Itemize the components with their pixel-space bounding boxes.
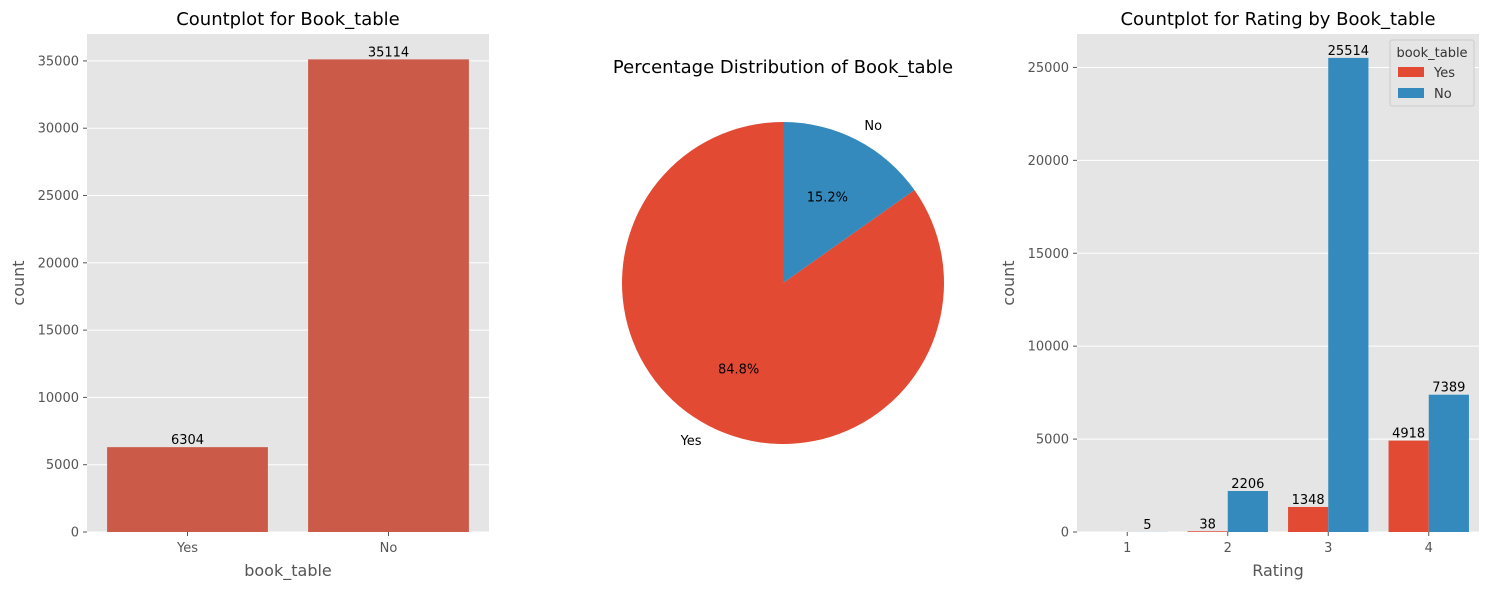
y-tick-label: 15000: [38, 324, 79, 339]
x-tick-label: 4: [1425, 541, 1433, 556]
legend-swatch-yes: [1398, 67, 1424, 77]
chart-title: Countplot for Book_table: [176, 9, 400, 30]
bar-yes-rating-4: [1388, 440, 1429, 532]
data-labels: 5 38 2206 1348 25514 4918 7389: [1143, 44, 1465, 533]
y-tick-label: 5000: [46, 458, 79, 473]
y-axis-label: count: [9, 260, 28, 305]
slice-label: Yes: [680, 434, 702, 449]
data-label: 7389: [1432, 381, 1465, 396]
data-label: 35114: [368, 45, 409, 60]
bar-chart-book-table: 0 5000 10000 15000 20000 25000 30000 35000 Yes N…: [9, 9, 489, 581]
data-label: 4918: [1392, 427, 1425, 442]
bars: [107, 59, 469, 532]
data-label: 1348: [1292, 493, 1325, 508]
grouped-bar-chart-rating: 0 5000 10000 15000 20000 25000 1 2 3 4 5 38 2206 13…: [999, 9, 1479, 580]
y-axis-label: count: [999, 260, 1018, 305]
x-ticks: 1 2 3 4: [1123, 532, 1433, 556]
y-tick-label: 5000: [1036, 433, 1069, 448]
bar-no-rating-3: [1328, 57, 1369, 532]
chart-title: Countplot for Rating by Book_table: [1120, 9, 1435, 30]
bar-no: [308, 59, 469, 532]
y-ticks: 0 5000 10000 15000 20000 25000 30000 35000: [38, 54, 87, 541]
slice-labels: Yes 84.8% No 15.2%: [680, 119, 883, 449]
y-tick-label: 20000: [38, 256, 79, 271]
legend-label-yes: Yes: [1433, 66, 1455, 81]
x-tick-label: No: [380, 541, 398, 556]
bar-yes: [107, 447, 268, 532]
data-label: 2206: [1231, 477, 1264, 492]
slice-label: No: [864, 119, 882, 134]
bars: [1127, 57, 1469, 532]
x-ticks: Yes No: [176, 532, 397, 556]
y-ticks: 0 5000 10000 15000 20000 25000: [1028, 61, 1077, 541]
y-tick-label: 20000: [1028, 154, 1069, 169]
slice-yes: [621, 122, 944, 444]
data-label: 25514: [1328, 44, 1369, 59]
x-axis-label: Rating: [1252, 561, 1304, 580]
y-tick-label: 10000: [38, 391, 79, 406]
chart-title: Percentage Distribution of Book_table: [613, 57, 953, 78]
grid: [1077, 66, 1479, 533]
bar-no-rating-4: [1428, 394, 1469, 532]
legend-title: book_table: [1396, 46, 1467, 61]
data-label: 5: [1143, 518, 1151, 533]
y-tick-label: 25000: [1028, 61, 1069, 76]
bar-yes-rating-2: [1187, 531, 1228, 532]
y-tick-label: 0: [1061, 526, 1069, 541]
data-label: 38: [1199, 517, 1216, 532]
y-tick-label: 30000: [38, 122, 79, 137]
slice-pct-label: 15.2%: [807, 191, 848, 206]
slices: [621, 122, 944, 444]
x-tick-label: 1: [1123, 541, 1131, 556]
y-tick-label: 15000: [1028, 247, 1069, 262]
legend: book_table Yes No: [1389, 39, 1475, 107]
data-labels: 6304 35114: [171, 45, 409, 448]
x-axis-label: book_table: [244, 561, 332, 581]
pie-chart-book-table: Yes 84.8% No 15.2% Percentage Distribution …: [613, 57, 953, 449]
y-tick-label: 25000: [38, 189, 79, 204]
slice-pct-label: 84.8%: [718, 362, 759, 377]
y-tick-label: 10000: [1028, 340, 1069, 355]
slice-no: [783, 122, 915, 283]
x-tick-label: Yes: [176, 541, 198, 556]
data-label: 6304: [171, 433, 204, 448]
bar-no-rating-2: [1227, 491, 1268, 532]
legend-label-no: No: [1434, 87, 1452, 102]
x-tick-label: 2: [1224, 541, 1232, 556]
y-tick-label: 35000: [38, 54, 79, 69]
x-tick-label: 3: [1324, 541, 1332, 556]
y-tick-label: 0: [71, 526, 79, 541]
legend-swatch-no: [1398, 88, 1424, 98]
bar-yes-rating-3: [1288, 506, 1329, 532]
